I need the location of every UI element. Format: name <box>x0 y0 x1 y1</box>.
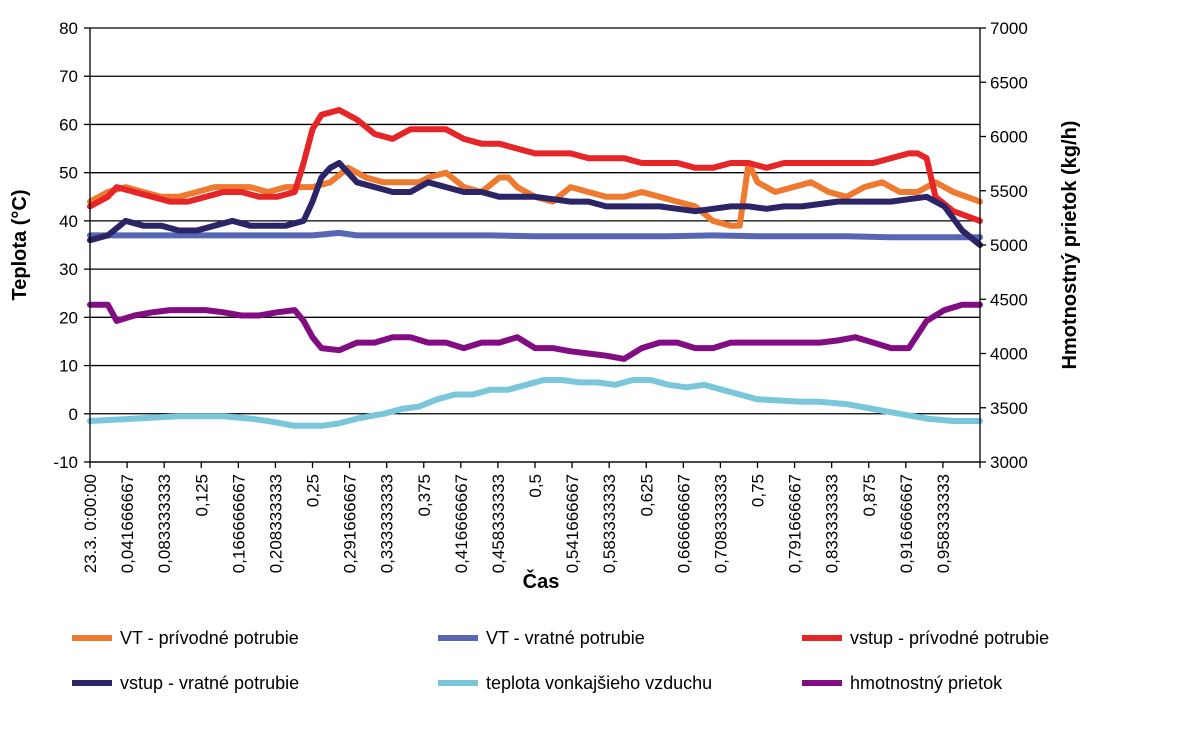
legend-label-4: teplota vonkajšieho vzduchu <box>486 673 712 693</box>
x-tick-label: 0,125 <box>192 474 211 517</box>
y-axis-left-title: Teplota (°C) <box>9 190 31 301</box>
x-tick-label: 0,5 <box>526 474 545 498</box>
legend-label-0: VT - prívodné potrubie <box>120 628 299 648</box>
legend-label-2: vstup - prívodné potrubie <box>850 628 1049 648</box>
series-line-1 <box>87 229 983 241</box>
x-tick-label: 23.3. 0:00:00 <box>81 474 100 573</box>
x-tick-label: 0,541666667 <box>563 474 582 573</box>
x-tick-label: 0,666666667 <box>674 474 693 573</box>
x-tick-label: 0,916666667 <box>897 474 916 573</box>
y-left-tick-label: 10 <box>59 357 78 376</box>
x-axis-title: Čas <box>523 569 560 593</box>
x-tick-label: 0,791666667 <box>786 474 805 573</box>
series-line-4 <box>87 377 983 429</box>
y-right-tick-label: 5000 <box>990 236 1028 255</box>
y-left-tick-label: 60 <box>59 115 78 134</box>
x-tick-label: 0,25 <box>304 474 323 507</box>
x-tick-label: 0,083333333 <box>155 474 174 573</box>
x-tick-label: 0,958333333 <box>934 474 953 573</box>
x-tick-label: 0,291666667 <box>341 474 360 573</box>
axes <box>84 27 986 468</box>
series-line-3 <box>87 160 983 248</box>
y-left-tick-label: 70 <box>59 67 78 86</box>
x-tick-label: 0,375 <box>415 474 434 517</box>
series-line-2 <box>87 107 983 224</box>
series-lines <box>87 107 983 429</box>
y-right-tick-label: 3000 <box>990 453 1028 472</box>
y-right-tick-label: 6000 <box>990 128 1028 147</box>
y-right-tick-label: 4000 <box>990 345 1028 364</box>
y-left-tick-label: 40 <box>59 212 78 231</box>
legend: VT - prívodné potrubie VT - vratné potrub… <box>72 628 1049 693</box>
y-right-tick-label: 7000 <box>990 19 1028 38</box>
x-tick-label: 0,625 <box>637 474 656 517</box>
legend-label-3: vstup - vratné potrubie <box>120 673 299 693</box>
x-tick-label: 0,833333333 <box>823 474 842 573</box>
tick-labels: -10 0 10 20 30 40 50 60 70 80 3000 3500 4000 4500 5000… <box>53 19 1027 573</box>
y-left-tick-label: 0 <box>69 405 78 424</box>
y-left-tick-label: 80 <box>59 19 78 38</box>
y-right-tick-label: 3500 <box>990 399 1028 418</box>
y-left-tick-label: 20 <box>59 308 78 327</box>
x-tick-label: 0,458333333 <box>489 474 508 573</box>
x-tick-label: 0,041666667 <box>118 474 137 573</box>
grid-lines <box>90 27 980 463</box>
y-axis-right-title: Hmotnostný prietok (kg/h) <box>1059 121 1081 370</box>
y-right-tick-label: 5500 <box>990 182 1028 201</box>
x-tick-label: 0,166666667 <box>229 474 248 573</box>
x-tick-label: 0,583333333 <box>600 474 619 573</box>
y-left-tick-label: 30 <box>59 260 78 279</box>
series-line-0 <box>87 160 983 229</box>
x-tick-label: 0,208333333 <box>266 474 285 573</box>
y-left-tick-label: -10 <box>53 453 78 472</box>
x-tick-label: 0,708333333 <box>711 474 730 573</box>
legend-label-1: VT - vratné potrubie <box>486 628 645 648</box>
y-left-tick-label: 50 <box>59 164 78 183</box>
series-line-5 <box>87 301 983 362</box>
x-tick-label: 0,333333333 <box>378 474 397 573</box>
x-tick-label: 0,416666667 <box>452 474 471 573</box>
y-right-tick-label: 6500 <box>990 73 1028 92</box>
legend-label-5: hmotnostný prietok <box>850 673 1003 693</box>
x-tick-label: 0,875 <box>860 474 879 517</box>
x-tick-label: 0,75 <box>749 474 768 507</box>
y-right-tick-label: 4500 <box>990 290 1028 309</box>
